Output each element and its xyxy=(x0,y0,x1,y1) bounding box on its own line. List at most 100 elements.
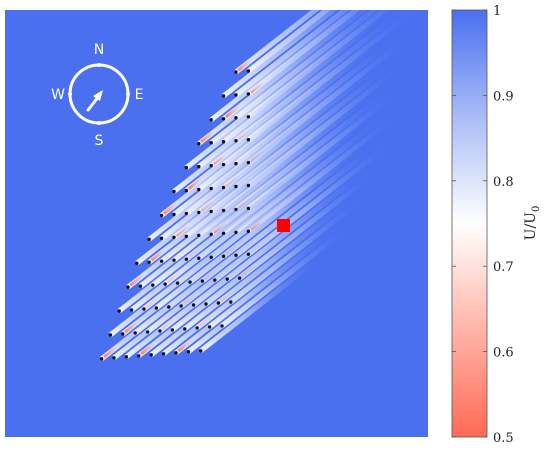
turbine-dot xyxy=(204,302,208,306)
turbine-dot xyxy=(145,330,150,334)
turbine-wake xyxy=(222,10,396,121)
turbine-dot xyxy=(195,326,199,330)
turbine-dot xyxy=(184,211,189,216)
turbine-wake xyxy=(147,122,298,242)
turbine-dot xyxy=(220,324,224,328)
turbine-wake xyxy=(209,10,383,122)
turbine-dot xyxy=(221,140,226,144)
turbine-near-wake xyxy=(124,321,139,334)
turbine-dot xyxy=(197,164,201,169)
turbine-dot xyxy=(209,163,213,168)
turbine-dot xyxy=(138,284,143,288)
turbine-dot xyxy=(200,279,205,283)
compass-label-n: N xyxy=(94,42,104,58)
turbine-near-wake xyxy=(150,249,166,262)
turbine-dot xyxy=(99,357,104,361)
turbine-dot xyxy=(147,260,151,264)
turbine-near-wake xyxy=(129,274,144,287)
colorbar-tick-label: 0.9 xyxy=(493,89,514,104)
turbine-wake xyxy=(149,256,276,357)
turbine-layer xyxy=(99,69,251,361)
turbine-dot xyxy=(209,141,213,145)
turbine-dot xyxy=(137,354,141,358)
compass-label-s: S xyxy=(95,133,104,149)
colorbar-tick-label: 0.5 xyxy=(493,431,514,446)
turbine-dot xyxy=(221,185,226,190)
turbine-wake xyxy=(147,149,293,265)
turbine-dot xyxy=(197,256,201,260)
turbine-wake xyxy=(184,40,349,170)
turbine-dot xyxy=(161,352,166,356)
turbine-dot xyxy=(221,254,226,258)
turbine-near-wake xyxy=(225,105,240,119)
colorbar-label: U/U0 xyxy=(523,206,542,241)
turbine-dot xyxy=(184,257,189,261)
turbine-dot xyxy=(246,138,251,142)
turbine-wake xyxy=(124,258,251,359)
turbine-dot xyxy=(234,207,238,212)
turbine-dot xyxy=(234,139,238,143)
turbine-wake xyxy=(199,252,326,353)
turbine-wake xyxy=(234,10,418,74)
turbine-dot xyxy=(184,234,189,238)
turbine-wake xyxy=(100,260,227,361)
turbine-dot xyxy=(159,236,164,240)
turbine-dot xyxy=(221,162,226,167)
turbine-dot xyxy=(246,183,251,188)
turbine-dot xyxy=(112,356,116,360)
turbine-dot xyxy=(167,305,171,309)
colorbar-tick-label: 0.7 xyxy=(493,260,514,275)
colorbar: 1 0.9 0.8 0.7 0.6 0.5 U/U0 xyxy=(451,4,542,446)
turbine-dot xyxy=(197,210,201,215)
turbine-dot xyxy=(234,253,238,257)
turbine-dot xyxy=(159,259,164,263)
turbine-dot xyxy=(216,301,221,305)
colorbar-tick-label: 0.6 xyxy=(493,346,514,361)
turbine-near-wake xyxy=(237,59,252,72)
turbine-dot xyxy=(163,282,167,286)
turbine-wake xyxy=(112,259,239,360)
turbine-dot xyxy=(159,213,164,218)
turbine-dot xyxy=(234,230,238,234)
turbine-dot xyxy=(186,350,191,354)
turbine-dot xyxy=(237,276,242,280)
turbine-dot xyxy=(135,261,139,265)
turbine-wake xyxy=(108,233,240,337)
turbine-near-wake xyxy=(103,345,118,359)
colorbar-label-main: U/U xyxy=(523,212,539,241)
turbine-dot xyxy=(246,92,251,96)
turbine-dot xyxy=(172,189,176,194)
compass-label-w: W xyxy=(51,87,65,103)
turbine-wake xyxy=(186,253,313,354)
turbine-wake xyxy=(246,10,428,73)
turbine-dot xyxy=(209,118,213,122)
compass-tick-w xyxy=(68,92,72,96)
compass-tick-n xyxy=(97,63,101,67)
turbine-wake xyxy=(197,39,362,169)
wind-arrow-icon xyxy=(86,90,103,112)
compass: N S E W xyxy=(51,42,143,149)
turbine-dot xyxy=(151,283,155,287)
turbine-dot xyxy=(174,351,178,355)
turbine-dot xyxy=(246,252,251,256)
turbine-dot xyxy=(246,206,251,211)
turbine-dot xyxy=(234,116,238,120)
wake-layer xyxy=(100,10,428,361)
turbine-dot xyxy=(117,309,121,313)
turbine-near-wake xyxy=(187,177,203,190)
turbine-near-wake xyxy=(140,342,155,356)
turbine-wake xyxy=(234,10,413,97)
turbine-dot xyxy=(124,355,129,359)
compass-tick-s xyxy=(97,121,101,125)
turbine-dot xyxy=(183,327,187,331)
turbine-dot xyxy=(126,285,130,289)
turbine-wake xyxy=(160,121,310,241)
turbine-dot xyxy=(209,232,213,236)
turbine-near-wake xyxy=(177,339,192,353)
turbine-wake xyxy=(135,150,281,266)
turbine-dot xyxy=(225,277,229,281)
turbine-near-wake xyxy=(200,130,215,144)
turbine-dot xyxy=(149,353,153,357)
turbine-dot xyxy=(129,308,134,312)
turbine-dot xyxy=(234,70,238,74)
